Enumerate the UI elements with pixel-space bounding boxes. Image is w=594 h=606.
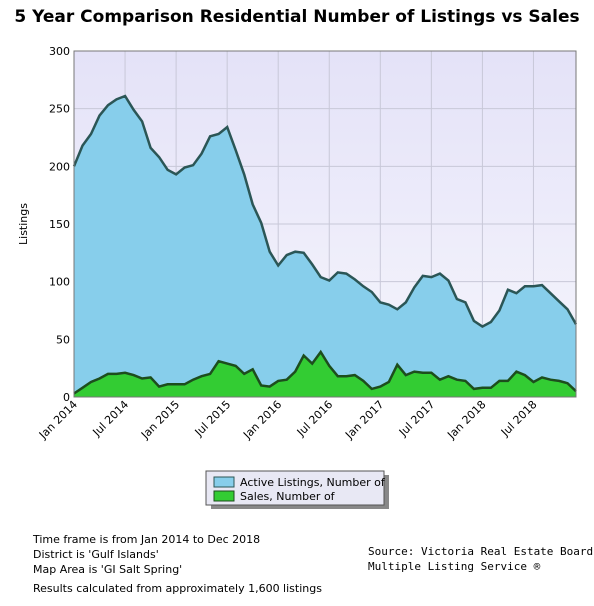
area [74, 352, 576, 397]
source: Multiple Listing Service ® [368, 560, 541, 573]
legend-label: Active Listings, Number of [240, 476, 386, 489]
legend-swatch [213, 490, 235, 502]
y-tick-label: 100 [49, 276, 70, 289]
x-tick-label: Jul 2016 [294, 398, 336, 440]
y-tick-label: 150 [49, 218, 70, 231]
y-tick-label: 250 [49, 103, 70, 116]
x-tick-label: Jan 2017 [342, 398, 386, 442]
line [73, 349, 577, 395]
x-tick-label: Jul 2017 [396, 398, 438, 440]
y-tick-label: 200 [49, 160, 70, 173]
x-tick-label: Jan 2015 [138, 398, 182, 442]
plot-border [73, 50, 577, 398]
legend-swatch [213, 476, 235, 488]
legend-label: Sales, Number of [240, 490, 336, 503]
x-tick-label: Jan 2014 [36, 398, 80, 442]
y-axis-label: Listings [17, 203, 30, 245]
line [72, 94, 578, 329]
x-tick-label: Jul 2014 [90, 398, 132, 440]
y-tick-label: 50 [56, 333, 70, 346]
legend [205, 470, 385, 506]
note: District is 'Gulf Islands' [33, 548, 159, 561]
x-tick-label: Jan 2016 [240, 398, 284, 442]
note: Results calculated from approximately 1,… [33, 582, 322, 595]
y-tick-label: 300 [49, 45, 70, 58]
x-tick-label: Jan 2018 [444, 398, 488, 442]
source: Source: Victoria Real Estate Board [368, 545, 593, 558]
y-tick-label: 0 [63, 391, 70, 404]
area [74, 96, 576, 397]
chart-title: 5 Year Comparison Residential Number of … [14, 7, 579, 27]
note: Map Area is 'GI Salt Spring' [33, 563, 182, 576]
note: Time frame is from Jan 2014 to Dec 2018 [32, 533, 260, 546]
x-tick-label: Jul 2015 [192, 398, 234, 440]
x-tick-label: Jul 2018 [498, 398, 540, 440]
